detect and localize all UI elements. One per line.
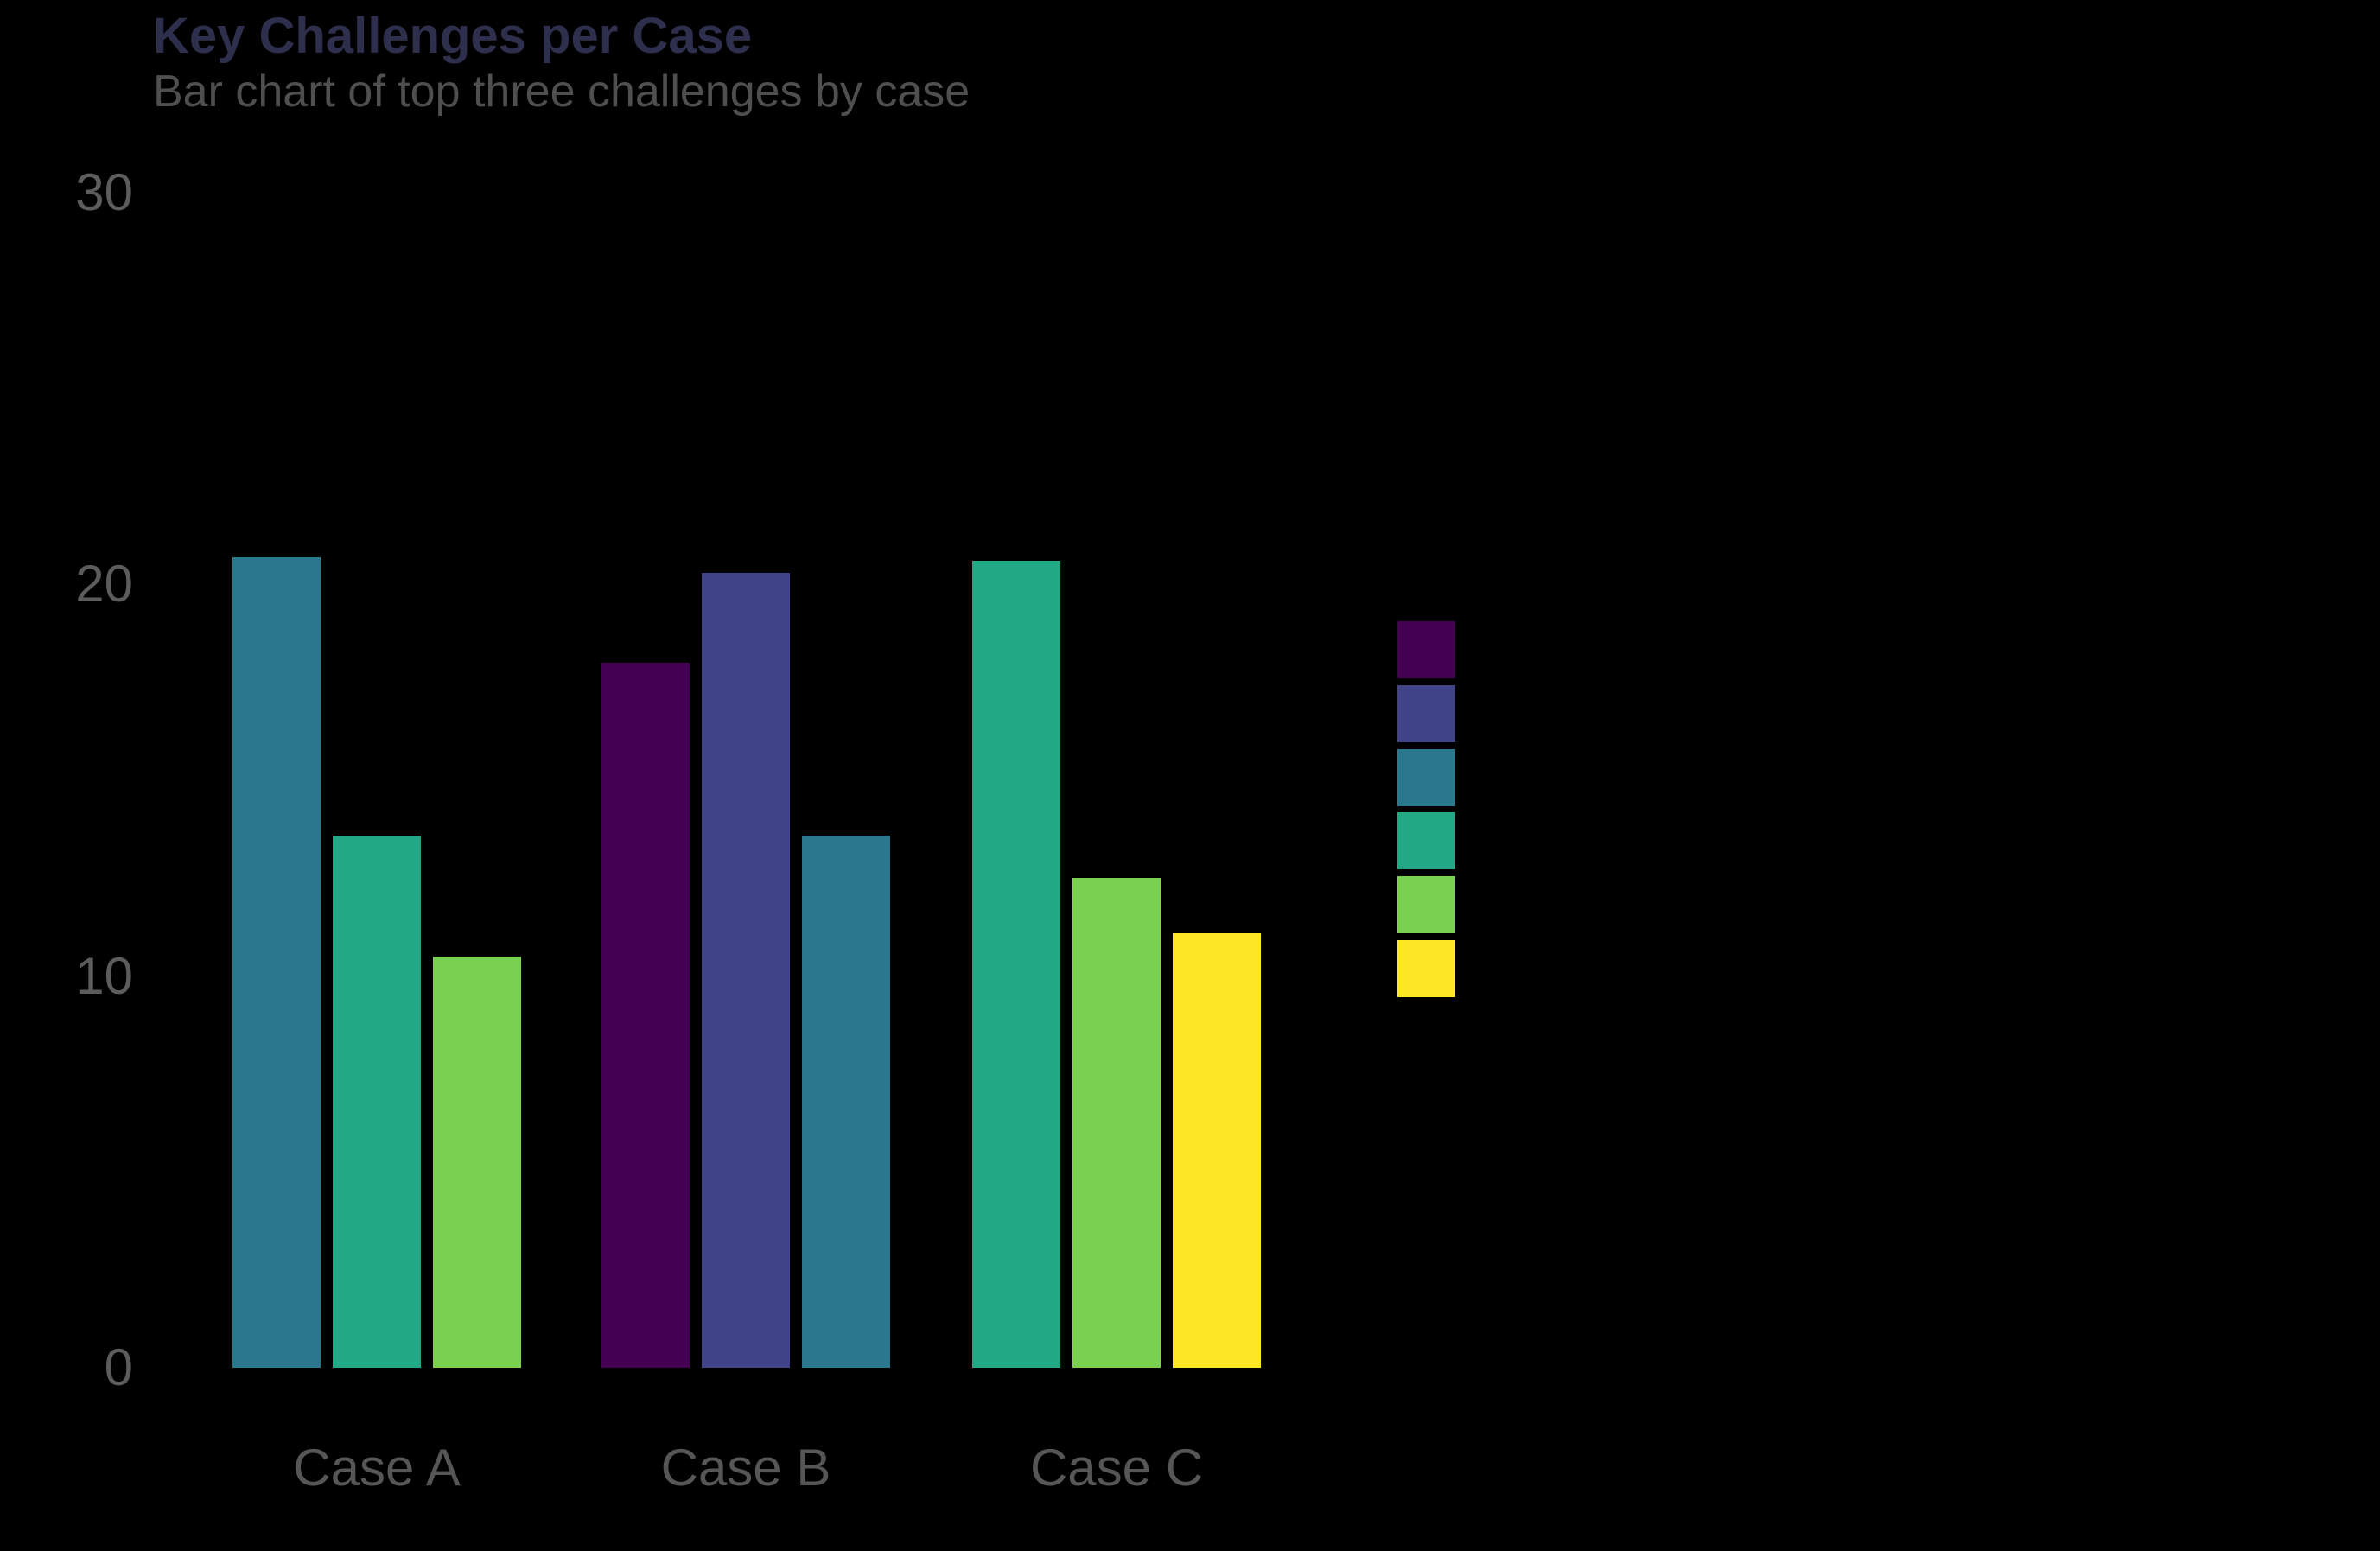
chart-subtitle: Bar chart of top three challenges by cas… bbox=[153, 67, 970, 117]
x-category-label: Case A bbox=[293, 1439, 461, 1497]
bar bbox=[601, 663, 690, 1368]
bar bbox=[702, 572, 790, 1368]
legend-swatch bbox=[1397, 876, 1455, 934]
chart-title: Key Challenges per Case bbox=[153, 8, 753, 64]
legend-swatch bbox=[1397, 748, 1455, 806]
y-tick-label: 0 bbox=[104, 1338, 133, 1396]
legend-swatch bbox=[1397, 812, 1455, 870]
bar bbox=[1072, 878, 1161, 1368]
bar bbox=[333, 835, 421, 1368]
bar bbox=[802, 835, 890, 1368]
legend-swatch bbox=[1397, 684, 1455, 742]
y-tick-label: 30 bbox=[75, 163, 133, 222]
y-tick-label: 10 bbox=[75, 946, 133, 1005]
legend-swatch bbox=[1397, 621, 1455, 678]
x-category-label: Case B bbox=[660, 1439, 831, 1497]
bar bbox=[972, 561, 1060, 1368]
bar bbox=[1173, 932, 1261, 1368]
bar bbox=[232, 556, 321, 1368]
x-category-label: Case C bbox=[1029, 1439, 1204, 1497]
y-tick-label: 20 bbox=[75, 555, 133, 613]
bar bbox=[433, 957, 521, 1368]
legend-swatch bbox=[1397, 940, 1455, 997]
